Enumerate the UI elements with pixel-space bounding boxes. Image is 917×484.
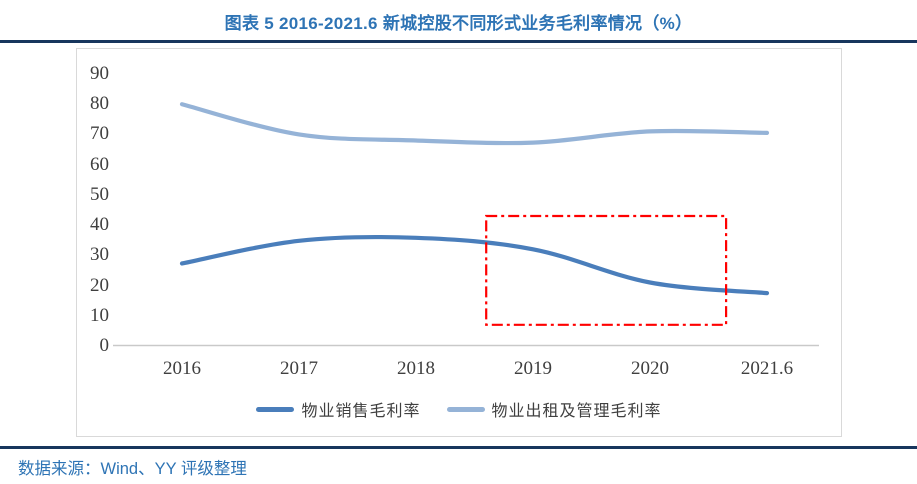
highlight-annotation-rect <box>485 214 728 326</box>
y-axis-label: 80 <box>90 93 109 115</box>
y-axis-label: 20 <box>90 274 109 296</box>
chart-title: 图表 5 2016-2021.6 新城控股不同形式业务毛利率情况（%） <box>224 14 693 33</box>
x-axis-label: 2020 <box>631 358 669 379</box>
legend-label: 物业出租及管理毛利率 <box>491 403 662 420</box>
y-axis-label: 50 <box>90 183 109 205</box>
x-axis-label: 2016 <box>163 358 201 379</box>
y-axis-label: 0 <box>99 335 110 356</box>
legend-line-swatch <box>256 406 295 412</box>
series-line-0 <box>179 234 770 296</box>
series-line-1 <box>179 102 770 146</box>
legend-item: 物业出租及管理毛利率 <box>446 397 662 421</box>
data-source-note: 数据来源：Wind、YY 评级整理 <box>18 460 247 478</box>
y-axis-label: 40 <box>90 214 109 236</box>
y-axis-label: 10 <box>90 304 109 326</box>
y-axis-label: 90 <box>90 63 109 84</box>
bottom-divider-line <box>0 446 917 449</box>
y-axis-label: 60 <box>90 153 109 175</box>
chart-frame: 0 10 20 30 40 50 60 70 80 90 2016 2017 2018 2019 2020… <box>76 48 842 437</box>
legend-label: 物业销售毛利率 <box>301 403 421 420</box>
line-chart-canvas <box>113 102 819 347</box>
chart-legend: 物业销售毛利率 物业出租及管理毛利率 <box>77 397 841 421</box>
x-axis-label: 2018 <box>397 358 435 379</box>
top-divider-line <box>0 40 917 43</box>
legend-item: 物业销售毛利率 <box>256 397 420 421</box>
x-axis-label: 2017 <box>280 358 318 379</box>
legend-line-swatch <box>446 406 485 412</box>
y-axis-label: 30 <box>90 244 109 266</box>
x-axis-label: 2021.6 <box>740 358 794 379</box>
x-axis-label: 2019 <box>514 358 552 379</box>
y-axis-label: 70 <box>90 123 109 145</box>
